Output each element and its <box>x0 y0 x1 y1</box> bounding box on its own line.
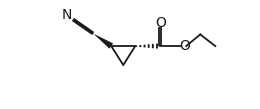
Text: O: O <box>155 16 166 30</box>
Text: O: O <box>179 39 190 53</box>
Polygon shape <box>144 45 145 48</box>
Polygon shape <box>156 43 158 49</box>
Polygon shape <box>93 33 113 49</box>
Polygon shape <box>139 45 141 47</box>
Polygon shape <box>148 44 149 48</box>
Polygon shape <box>135 45 137 47</box>
Text: N: N <box>61 8 72 22</box>
Polygon shape <box>152 44 154 48</box>
